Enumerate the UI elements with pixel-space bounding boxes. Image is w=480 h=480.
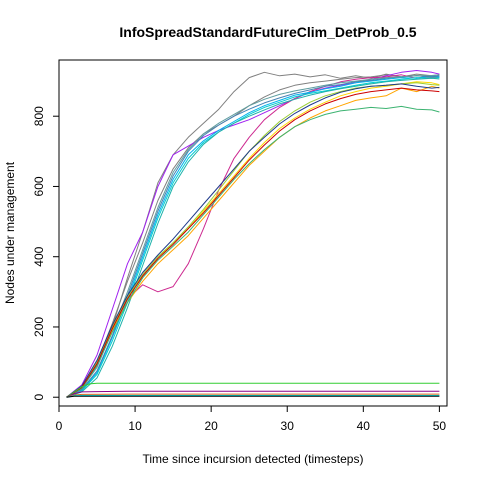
series-line-16 <box>66 382 440 398</box>
x-tick-label: 0 <box>56 419 63 433</box>
x-axis-label: Time since incursion detected (timesteps… <box>143 452 364 466</box>
series-layer <box>66 70 440 398</box>
x-tick-label: 50 <box>433 419 447 433</box>
y-tick-label: 200 <box>32 317 46 337</box>
plot-frame <box>58 59 448 407</box>
x-tick-label: 20 <box>204 419 218 433</box>
y-tick-label: 800 <box>32 106 46 126</box>
series-line-5 <box>66 75 440 398</box>
series-line-2 <box>66 73 440 398</box>
x-axis: 0 10 20 30 40 50 <box>56 405 447 433</box>
x-tick-label: 10 <box>128 419 142 433</box>
series-line-9 <box>66 74 440 398</box>
series-line-6 <box>66 77 440 398</box>
series-line-12 <box>66 105 440 398</box>
series-line-14 <box>66 83 440 398</box>
y-tick-label: 0 <box>32 394 46 401</box>
y-tick-label: 600 <box>32 176 46 196</box>
series-line-11 <box>66 81 440 398</box>
y-axis: 0 200 400 600 800 <box>32 106 60 401</box>
series-line-4 <box>66 74 440 398</box>
series-line-20 <box>66 395 440 398</box>
y-axis-label: Nodes under management <box>3 161 17 304</box>
series-line-18 <box>66 393 440 398</box>
x-tick-label: 40 <box>357 419 371 433</box>
y-tick-label: 400 <box>32 246 46 266</box>
series-line-8 <box>66 77 440 398</box>
x-tick-label: 30 <box>281 419 295 433</box>
series-line-17 <box>66 390 440 398</box>
series-line-3 <box>66 70 440 398</box>
chart-title: InfoSpreadStandardFutureClim_DetProb_0.5 <box>119 24 416 40</box>
series-line-15 <box>66 87 440 398</box>
series-line-13 <box>66 82 440 398</box>
series-line-7 <box>66 75 440 398</box>
series-line-1 <box>66 71 440 398</box>
